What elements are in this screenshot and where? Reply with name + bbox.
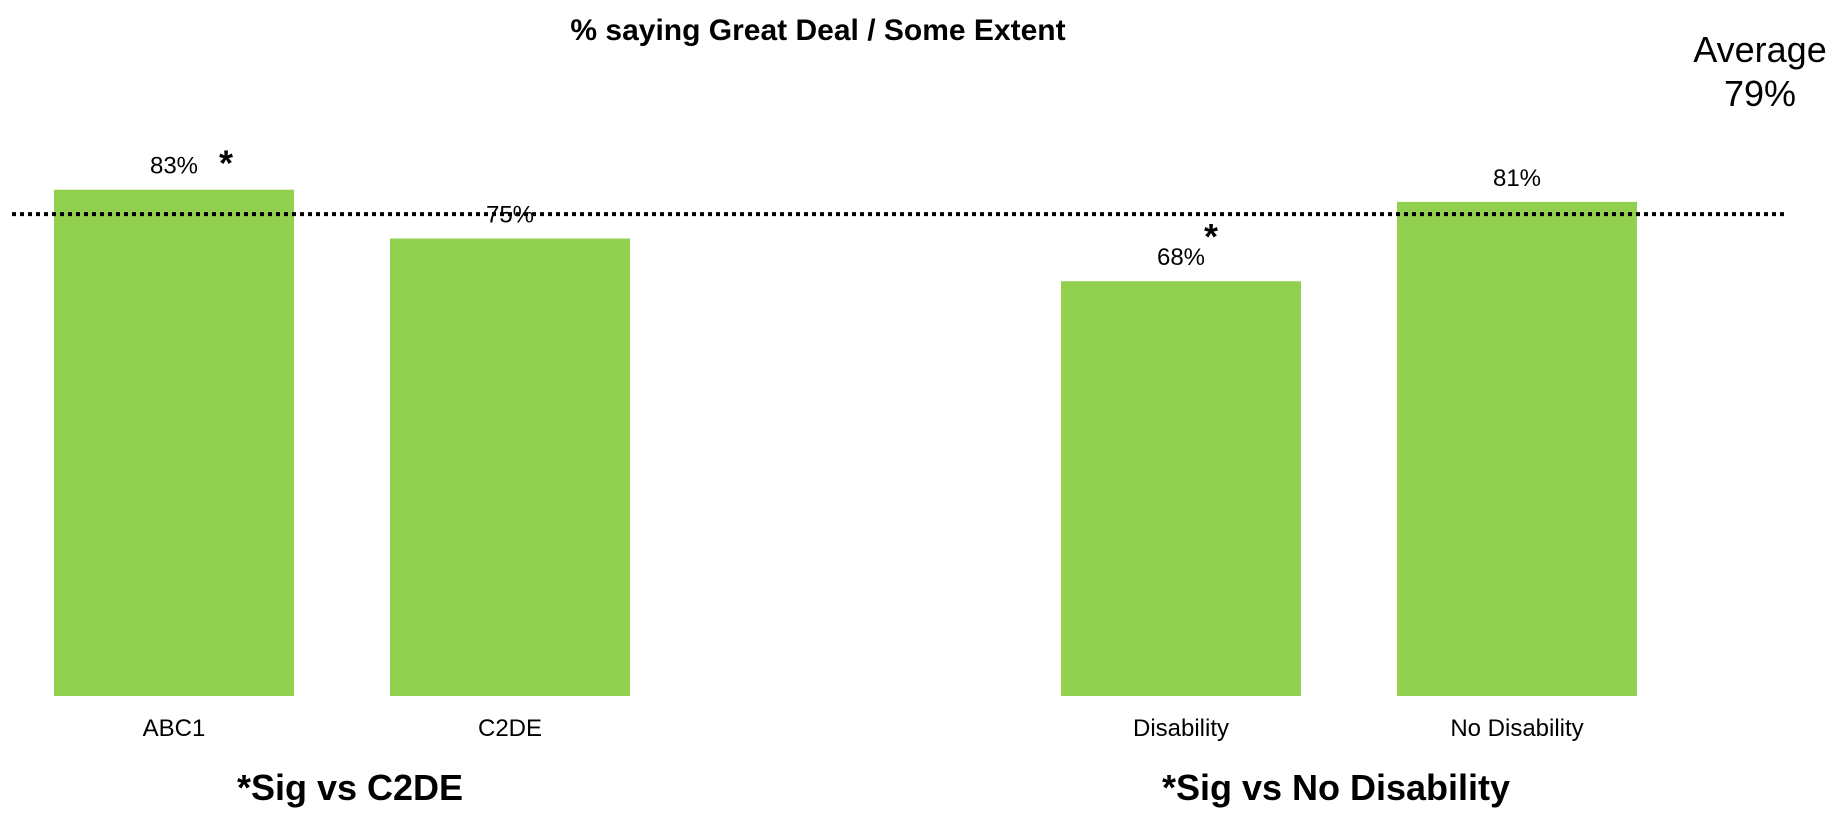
bars-layer	[54, 189, 1637, 696]
category-label-abc1: ABC1	[143, 715, 206, 742]
value-label-disability: 68%	[1157, 244, 1205, 271]
bar-c2de	[390, 238, 630, 696]
value-label-no-disability: 81%	[1493, 165, 1541, 192]
value-label-abc1: 83%	[150, 153, 198, 180]
bar-disability	[1061, 281, 1301, 696]
category-label-c2de: C2DE	[478, 715, 542, 742]
average-label: Average	[1693, 29, 1826, 70]
category-label-no-disability: No Disability	[1450, 715, 1583, 742]
bar-no-disability	[1397, 201, 1637, 696]
average-value-label: 79%	[1724, 73, 1796, 114]
value-label-c2de: 75%	[486, 202, 534, 229]
significance-note-social-grade: *Sig vs C2DE	[237, 767, 463, 808]
significance-marker-disability: *	[1204, 216, 1218, 257]
bar-abc1	[54, 189, 294, 696]
category-label-disability: Disability	[1133, 715, 1229, 742]
chart-title: % saying Great Deal / Some Extent	[570, 14, 1065, 47]
significance-marker-abc1: *	[219, 143, 233, 184]
significance-note-disability: *Sig vs No Disability	[1162, 767, 1510, 808]
